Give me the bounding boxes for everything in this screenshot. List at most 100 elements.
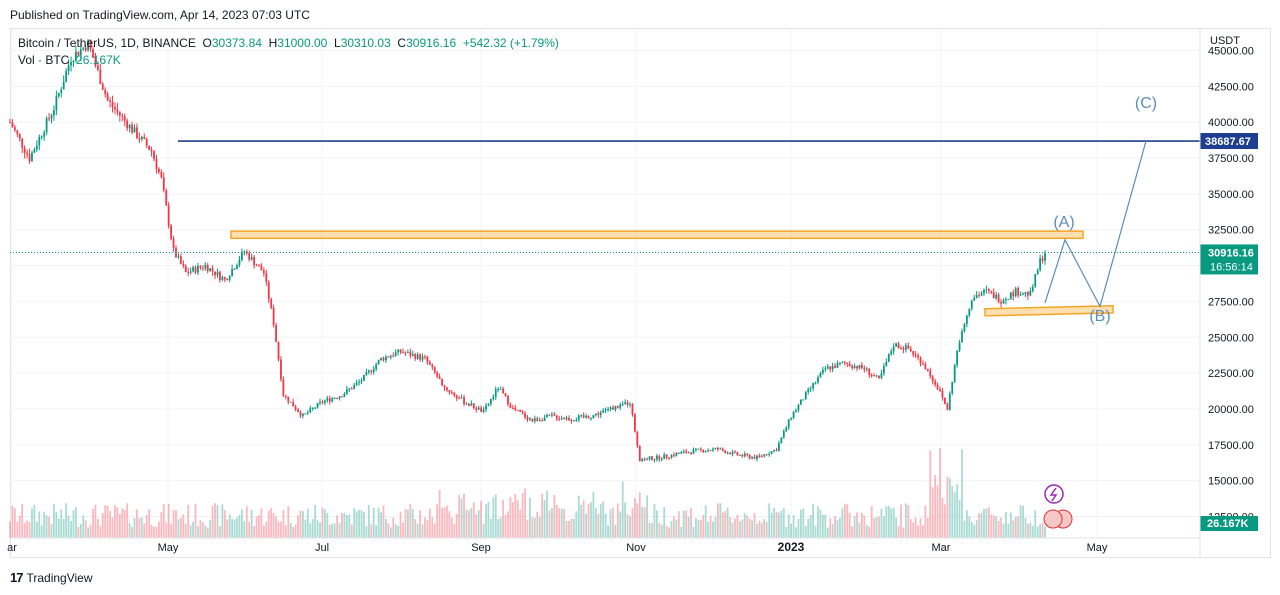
candle-body [114,106,116,110]
volume-label: Vol · BTC [18,53,70,67]
candle-body [983,290,985,294]
volume-value: 26.167K [76,53,121,67]
candle-body [914,354,917,356]
volume-bar [292,526,295,538]
candle-body [238,259,241,266]
candle-body [895,343,897,347]
volume-bar [817,506,819,538]
volume-bar [65,503,68,538]
volume-bar [770,512,773,538]
candle-body [92,49,94,58]
volume-bar [136,509,138,538]
candle-body [387,356,390,358]
candle-body [836,363,839,368]
volume-bar [572,518,575,538]
volume-bar [839,517,841,538]
volume-bar [160,512,163,538]
volume-bar [75,507,77,538]
candle-body [643,458,646,460]
candle-body [131,124,133,133]
volume-bar [101,512,104,538]
candle-body [489,399,492,404]
candle-body [782,430,785,438]
volume-bar [9,521,11,538]
candle-body [443,385,446,388]
volume-bar [162,504,165,538]
volume-bar [446,505,448,538]
candle-body [26,152,28,155]
volume-bar [138,517,141,538]
volume-bar [1036,526,1039,538]
volume-bar [965,510,968,538]
candle-body [480,407,483,412]
volume-bar [240,509,243,538]
candle-body [255,265,258,267]
candle-body [343,393,346,397]
volume-bar [651,523,653,538]
candle-body [529,418,531,420]
volume-bar [585,513,587,538]
candle-body [23,147,26,153]
volume-bar [494,494,497,538]
candle-body [965,315,968,324]
volume-bar [995,516,998,538]
volume-bar [531,517,534,538]
candle-body [648,456,651,460]
candle-body [1044,253,1046,261]
volume-bar [216,505,219,538]
candle-body [294,406,297,410]
volume-bar [409,503,412,538]
candle-body [612,407,614,410]
candle-body [870,375,873,377]
volume-bar [294,524,297,538]
candle-body [431,364,434,368]
volume-bar [543,499,546,538]
candle-body [75,51,77,62]
volume-bar [638,492,641,538]
volume-bar [57,518,60,538]
volume-bar [428,508,431,538]
volume-bar [612,508,614,538]
volume-bar [677,511,680,538]
candle-body [792,411,795,418]
candle-body [558,418,561,420]
candle-body [585,415,587,418]
candle-body [704,451,707,453]
volume-bar [150,524,153,538]
volume-bar [228,514,231,538]
candle-body [631,404,634,415]
candle-body [360,380,363,382]
candle-body [670,454,673,458]
candle-body [233,268,236,270]
volume-bar [768,503,771,538]
volume-bar [316,519,319,538]
volume-bar [538,516,541,538]
candle-body [338,396,341,399]
volume-bar [558,508,561,538]
candle-body [280,359,282,380]
volume-bar [1005,512,1007,538]
volume-bar [570,518,573,538]
candle-body [394,352,397,356]
candle-body [219,271,221,280]
volume-bar [177,519,180,538]
candle-body [179,256,182,264]
volume-bar [568,521,570,538]
candle-body [1029,290,1032,296]
volume-bar [165,522,168,538]
us-flag-icon [1043,509,1063,529]
candle-body [365,372,368,375]
chart-frame[interactable] [10,28,1271,558]
volume-bar [497,519,500,538]
candle-body [121,115,124,117]
candle-body [197,265,199,273]
candle-body [892,346,895,352]
candle-body [536,418,539,422]
volume-bar [670,520,673,538]
volume-bar [682,510,685,538]
volume-bar [836,520,839,538]
volume-bar [226,519,229,538]
candle-body [1014,288,1017,297]
footer-brand[interactable]: 17 TradingView [10,570,93,585]
